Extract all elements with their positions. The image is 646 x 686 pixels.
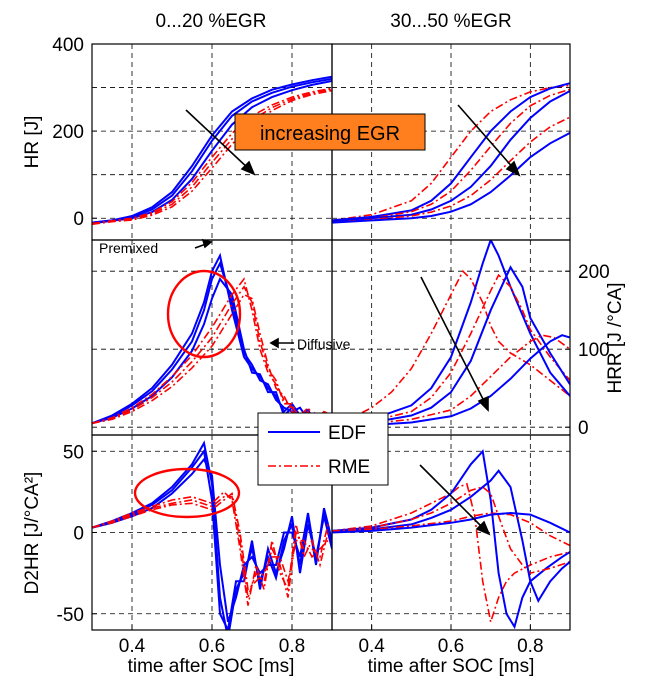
increasing-egr-box (234, 113, 426, 151)
legend-box (257, 412, 389, 486)
arrow-hr-right (457, 104, 516, 171)
panel-hr-high-egr (331, 43, 571, 241)
y-tick-label: 100 (578, 340, 610, 361)
x-tick-label: 0.6 (438, 636, 464, 657)
arrow-premixed-head (201, 238, 213, 249)
series-line-edf-6 (332, 334, 570, 428)
y-tick-label: 400 (52, 35, 84, 56)
series-line-edf-2 (92, 77, 332, 224)
y-tick-label: 200 (52, 122, 84, 143)
highlight-circle-d2hr (133, 467, 241, 519)
series-line-rme-6 (92, 492, 329, 592)
panel-d2hr-high-egr: 0.4 0.6 0.8 (331, 434, 571, 657)
series-line-rme-1 (332, 269, 570, 425)
arrow-hr-right-head (505, 160, 521, 177)
increasing-egr-label: increasing EGR (260, 123, 400, 145)
y-tick-label: 50 (63, 442, 84, 463)
series-group (92, 440, 332, 630)
series-line-rme-4 (92, 490, 329, 606)
title-right: 30...50 %EGR (390, 11, 511, 32)
panel-hrr-high-egr: 0 100 200 (331, 239, 610, 439)
y-tick-label: 0 (73, 524, 84, 545)
series-line-rme-6 (92, 89, 332, 226)
series-line-rme-5 (332, 512, 570, 547)
series-line-edf-4 (332, 469, 570, 604)
series-line-edf-6 (332, 511, 570, 534)
series-group (332, 82, 570, 224)
series-line-edf-4 (332, 90, 570, 223)
arrow-d2hr-right (419, 464, 486, 531)
series-line-edf-2 (332, 449, 570, 630)
title-left: 0...20 %EGR (156, 11, 267, 32)
series-line-rme-4 (92, 87, 332, 225)
series-line-rme-5 (332, 334, 570, 427)
arrow-hrr-right (420, 276, 487, 406)
series-line-rme-5 (332, 116, 570, 224)
annotation-diffusive: Diffusive (297, 336, 351, 352)
arrow-hr-left (185, 109, 251, 171)
arrow-hr-left-head (240, 160, 256, 176)
y-tick-label: 200 (578, 262, 610, 283)
arrow-d2hr-right-head (475, 520, 491, 536)
series-line-rme-3 (332, 88, 570, 223)
series-group (332, 449, 570, 630)
series-group (92, 75, 332, 226)
x-tick-label: 0.4 (119, 636, 146, 657)
legend: EDF RME (257, 412, 389, 486)
series-line-rme-5 (92, 495, 329, 598)
series-line-rme-4 (92, 277, 332, 425)
xlabel-right: time after SOC [ms] (368, 656, 535, 677)
series-line-edf-6 (332, 132, 570, 224)
arrow-hrr-right-head (477, 395, 489, 412)
series-line-edf-3 (92, 80, 332, 225)
series-line-edf-2 (332, 82, 570, 222)
y-tick-label: 0 (73, 209, 84, 230)
xlabel-left: time after SOC [ms] (128, 656, 295, 677)
series-line-edf-2 (332, 240, 570, 426)
series-line-edf-3 (92, 457, 332, 623)
legend-label-rme: RME (328, 457, 370, 478)
ylabel-hrr: HRR [J /°CA] (605, 282, 626, 393)
highlight-circle-hrr (166, 269, 242, 359)
series-line-rme-3 (332, 273, 570, 426)
annotation-arrows (185, 104, 521, 536)
annotation-premixed: Premixed (99, 240, 158, 256)
ylabel-d2hr: D2HR [J/°CA²] (22, 472, 43, 595)
x-tick-label: 0.4 (358, 636, 385, 657)
x-tick-label: 0.6 (199, 636, 225, 657)
y-tick-label: 0 (578, 418, 589, 439)
series-line-rme-5 (92, 88, 332, 225)
series-line-rme-1 (332, 482, 570, 626)
ylabel-hr: HR [J] (22, 116, 43, 169)
series-group (332, 240, 570, 428)
series-line-edf-4 (332, 265, 570, 427)
panel-d2hr-low-egr: -50 0 50 0.4 0.6 0.8 (57, 434, 333, 657)
panel-hrr-low-egr (91, 239, 333, 436)
series-line-rme-1 (332, 84, 570, 222)
ylabel-d2hr-main: D2HR [J/°CA²] (22, 472, 43, 595)
y-tick-label: -50 (57, 605, 84, 626)
x-tick-label: 0.8 (279, 636, 305, 657)
x-tick-label: 0.8 (517, 636, 543, 657)
legend-label-edf: EDF (328, 423, 366, 444)
arrow-diffusive-head (269, 337, 279, 349)
